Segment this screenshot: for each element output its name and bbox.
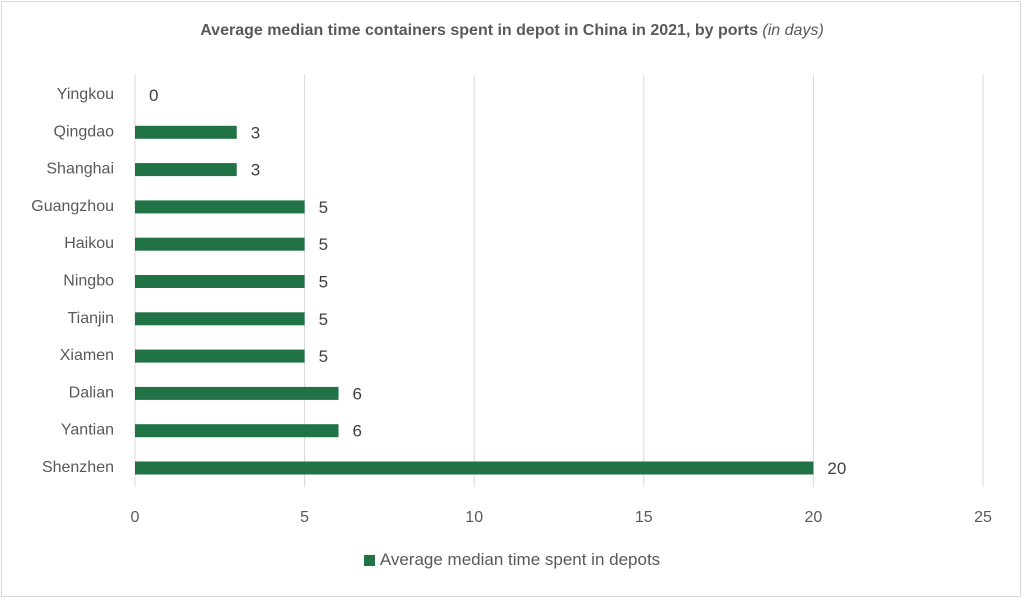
bar: [135, 461, 814, 475]
title-text: Average median time containers spent in …: [200, 22, 758, 39]
legend: Average median time spent in depots: [0, 550, 1024, 570]
category-label: Qingdao: [54, 123, 115, 140]
x-tick-label: 10: [465, 509, 483, 526]
category-label: Yingkou: [57, 86, 114, 103]
data-label: 20: [827, 459, 846, 478]
legend-label: Average median time spent in depots: [379, 550, 661, 569]
data-label: 0: [149, 86, 158, 105]
x-tick-label: 15: [635, 509, 653, 526]
category-label: Haikou: [64, 235, 114, 252]
category-label: Tianjin: [67, 310, 114, 327]
title-unit: (in days): [762, 22, 824, 39]
x-tick-label: 0: [131, 509, 140, 526]
category-label: Shenzhen: [42, 459, 114, 476]
category-label: Dalian: [69, 384, 114, 401]
category-label: Ningbo: [63, 273, 114, 290]
bar: [135, 386, 339, 400]
x-tick-label: 5: [300, 509, 309, 526]
bar: [135, 125, 237, 139]
category-label: Shanghai: [46, 161, 114, 178]
data-label: 5: [319, 310, 328, 329]
category-label: Yantian: [61, 422, 114, 439]
category-label: Guangzhou: [31, 198, 114, 215]
bar: [135, 237, 305, 251]
data-label: 5: [319, 235, 328, 254]
category-label: Xiamen: [60, 347, 114, 364]
data-label: 6: [353, 384, 362, 403]
bar: [135, 163, 237, 177]
bar: [135, 349, 305, 363]
bar: [135, 424, 339, 438]
x-tick-label: 20: [805, 509, 823, 526]
bar: [135, 312, 305, 326]
bar: [135, 275, 305, 288]
data-label: 5: [319, 198, 328, 217]
legend-swatch: [363, 555, 375, 566]
data-label: 3: [251, 161, 260, 180]
data-label: 5: [319, 273, 328, 292]
data-label: 6: [353, 422, 362, 441]
data-label: 5: [319, 347, 328, 366]
x-tick-label: 25: [974, 509, 992, 526]
chart-title: Average median time containers spent in …: [0, 22, 1024, 40]
data-label: 3: [251, 123, 260, 142]
bar: [135, 200, 305, 214]
